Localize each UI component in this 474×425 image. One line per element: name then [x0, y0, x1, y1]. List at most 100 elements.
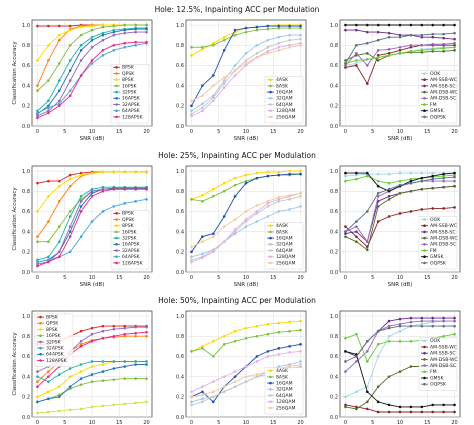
data-point [431, 186, 435, 190]
data-point [123, 334, 127, 338]
data-point [344, 336, 347, 340]
data-point [36, 116, 39, 120]
data-point [442, 316, 445, 320]
data-point [211, 355, 215, 358]
legend-entry: 8ASK [276, 229, 289, 235]
data-point [420, 35, 424, 39]
y-tick-label: 1.0 [330, 169, 338, 175]
data-point [453, 316, 456, 320]
data-point [90, 220, 94, 223]
data-point [453, 41, 456, 45]
data-point [68, 250, 72, 254]
data-point [398, 370, 402, 373]
data-point [101, 187, 105, 191]
legend-entry: 128QAM [276, 254, 296, 260]
data-point [211, 248, 215, 252]
data-point [145, 360, 148, 363]
series-4ask [190, 169, 302, 201]
data-point [233, 194, 237, 198]
data-point [101, 38, 105, 42]
data-point [453, 37, 456, 41]
data-point [355, 332, 358, 336]
row-title-2: Hole: 25%, Inpainting ACC per Modulation [158, 151, 316, 160]
data-point [68, 408, 72, 412]
legend-swatch-marker [423, 382, 426, 386]
data-point [365, 350, 369, 353]
legend-swatch-marker [423, 261, 426, 265]
data-point [365, 52, 369, 55]
data-point [233, 176, 237, 180]
data-point [277, 200, 281, 203]
data-point [409, 324, 413, 328]
x-tick-label: 5 [371, 275, 374, 281]
y-tick-label: 0.0 [330, 415, 338, 421]
data-point [112, 170, 116, 174]
data-point [365, 339, 369, 343]
legend-entry: 8ASK [276, 83, 289, 89]
y-tick-label: 0.2 [22, 395, 30, 401]
series-32apsk [36, 360, 148, 383]
data-point [431, 42, 435, 46]
data-point [79, 48, 83, 52]
legend-entry: 32QAM [276, 96, 293, 102]
legend-entry: FM [430, 102, 437, 108]
data-point [68, 367, 72, 370]
data-point [36, 258, 39, 262]
data-point [90, 38, 94, 42]
data-point [36, 400, 39, 404]
data-point [420, 48, 424, 52]
row-title-3: Hole: 50%, Inpainting ACC per Modulation [158, 296, 316, 305]
data-point [288, 320, 291, 324]
data-point [355, 64, 358, 67]
data-point [376, 56, 380, 59]
data-point [277, 365, 281, 368]
data-point [277, 353, 281, 356]
y-tick-label: 0.4 [22, 229, 30, 235]
legend-swatch-marker [115, 66, 118, 69]
data-point [36, 235, 39, 238]
data-point [222, 189, 226, 193]
legend-swatch-marker [269, 255, 272, 258]
data-point [57, 200, 61, 203]
legend-entry: BPSK [122, 211, 135, 217]
legend-entry: AM-SSB-SC [430, 229, 456, 235]
data-point [222, 48, 226, 52]
data-point [57, 409, 61, 413]
y-tick-label: 1.0 [22, 169, 30, 175]
data-point [453, 171, 456, 175]
data-point [233, 183, 237, 187]
data-point [90, 171, 94, 175]
legend-swatch-marker [423, 358, 426, 361]
data-point [387, 181, 391, 185]
data-point [47, 370, 50, 373]
data-point [344, 232, 347, 235]
data-point [266, 200, 270, 203]
data-point [344, 174, 347, 178]
data-point [101, 363, 105, 366]
y-tick-label: 1.0 [22, 314, 30, 320]
y-tick-label: 0.8 [22, 43, 30, 49]
data-point [134, 360, 137, 363]
data-point [266, 52, 270, 55]
legend-swatch-marker [115, 84, 118, 88]
legend-swatch-marker [269, 375, 272, 379]
data-point [244, 173, 248, 177]
y-tick-label: 0.4 [330, 83, 338, 89]
data-point [190, 198, 193, 201]
data-point [201, 252, 204, 256]
legend-swatch-marker [115, 243, 118, 246]
data-point [90, 62, 94, 65]
data-point [222, 76, 226, 79]
data-point [453, 48, 456, 52]
x-tick-label: 10 [89, 129, 95, 135]
data-point [409, 177, 413, 181]
y-tick-label: 0.2 [22, 104, 30, 110]
data-point [134, 43, 137, 47]
data-point [431, 35, 435, 39]
data-point [355, 240, 358, 244]
data-point [47, 410, 50, 414]
data-point [255, 56, 259, 59]
data-point [79, 198, 83, 201]
data-point [420, 33, 424, 37]
